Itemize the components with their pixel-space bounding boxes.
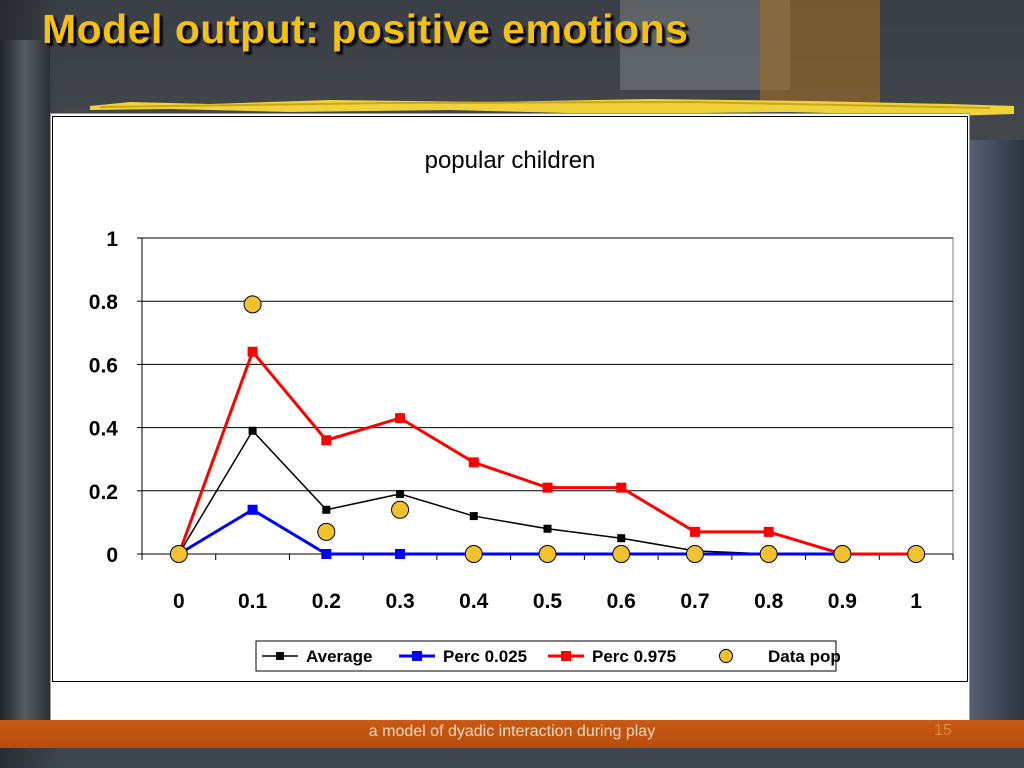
point-data-pop [464,545,483,563]
point-data-pop [391,500,410,519]
series-line-perc-0-975 [177,348,917,556]
point-data-pop [317,522,336,541]
point-data-pop [612,545,631,563]
y-tick-label: 1 [106,228,118,251]
point-data-pop [538,545,557,563]
point-average [396,489,405,498]
x-tick-label: 0.5 [533,590,563,613]
page-number: 15 [934,722,952,739]
point-average [617,534,626,543]
point-perc-0-975 [616,482,627,493]
point-perc-0-975 [542,482,553,493]
background-shape [760,0,880,110]
x-tick-label: 0.3 [385,590,414,613]
plot-area-border [141,237,954,555]
legend-label-perc-0-975: Perc 0.975 [592,647,676,666]
y-tick-label: 0.4 [89,418,119,441]
x-tick-label: 0 [173,590,185,613]
chart-panel [50,113,970,722]
point-average [248,426,257,435]
point-average [322,505,331,514]
y-tick-label: 0 [106,544,118,567]
point-data-pop [907,545,926,563]
x-tick-label: 0.9 [828,590,857,613]
background-shape [0,40,50,730]
footer-text: a model of dyadic interaction during pla… [368,723,656,740]
footer-bar [0,720,1024,748]
chart-title: popular children [425,147,596,174]
point-perc-0-975 [763,526,774,537]
y-tick-label: 0.2 [89,481,118,504]
background-shape [970,140,1024,720]
slide-title: Model output: positive emotions [42,6,689,52]
legend-marker-data-pop [719,649,733,663]
legend-box [255,640,837,672]
x-tick-label: 0.4 [459,590,489,613]
legend-label-average: Average [306,647,372,666]
legend-label-data-pop: Data pop [768,647,841,666]
x-tick-label: 0.7 [680,590,709,613]
x-tick-label: 0.8 [754,590,784,613]
chart: popular children 0 0.2 0.4 0.6 0.8 1 0 0.1 0.2 0.… [89,147,954,672]
point-average [469,512,478,521]
point-data-pop [243,295,262,314]
point-data-pop [685,545,704,563]
point-average [543,524,552,533]
legend-label-perc-0-025: Perc 0.025 [443,647,527,666]
x-tick-label: 0.6 [607,590,636,613]
x-tick-label: 0.1 [238,590,268,613]
point-perc-0-025 [321,549,332,559]
point-perc-0-025 [247,504,258,515]
point-perc-0-975 [395,413,406,424]
y-tick-label: 0.6 [89,354,118,377]
point-data-pop [833,545,852,563]
title-underline [90,99,1014,116]
point-perc-0-025 [395,549,406,559]
chart-frame [52,116,968,682]
point-perc-0-975 [689,526,700,537]
point-data-pop [169,545,188,563]
y-tick-label: 0.8 [89,291,119,314]
point-data-pop [759,545,778,563]
point-perc-0-975 [468,457,479,468]
point-perc-0-975 [247,346,258,357]
point-perc-0-975 [321,435,332,446]
x-tick-label: 1 [910,590,922,613]
legend-marker-perc-0-025 [412,651,422,661]
legend-marker-perc-0-975 [561,651,571,661]
x-tick-label: 0.2 [312,590,341,613]
legend-marker-average [276,652,284,660]
